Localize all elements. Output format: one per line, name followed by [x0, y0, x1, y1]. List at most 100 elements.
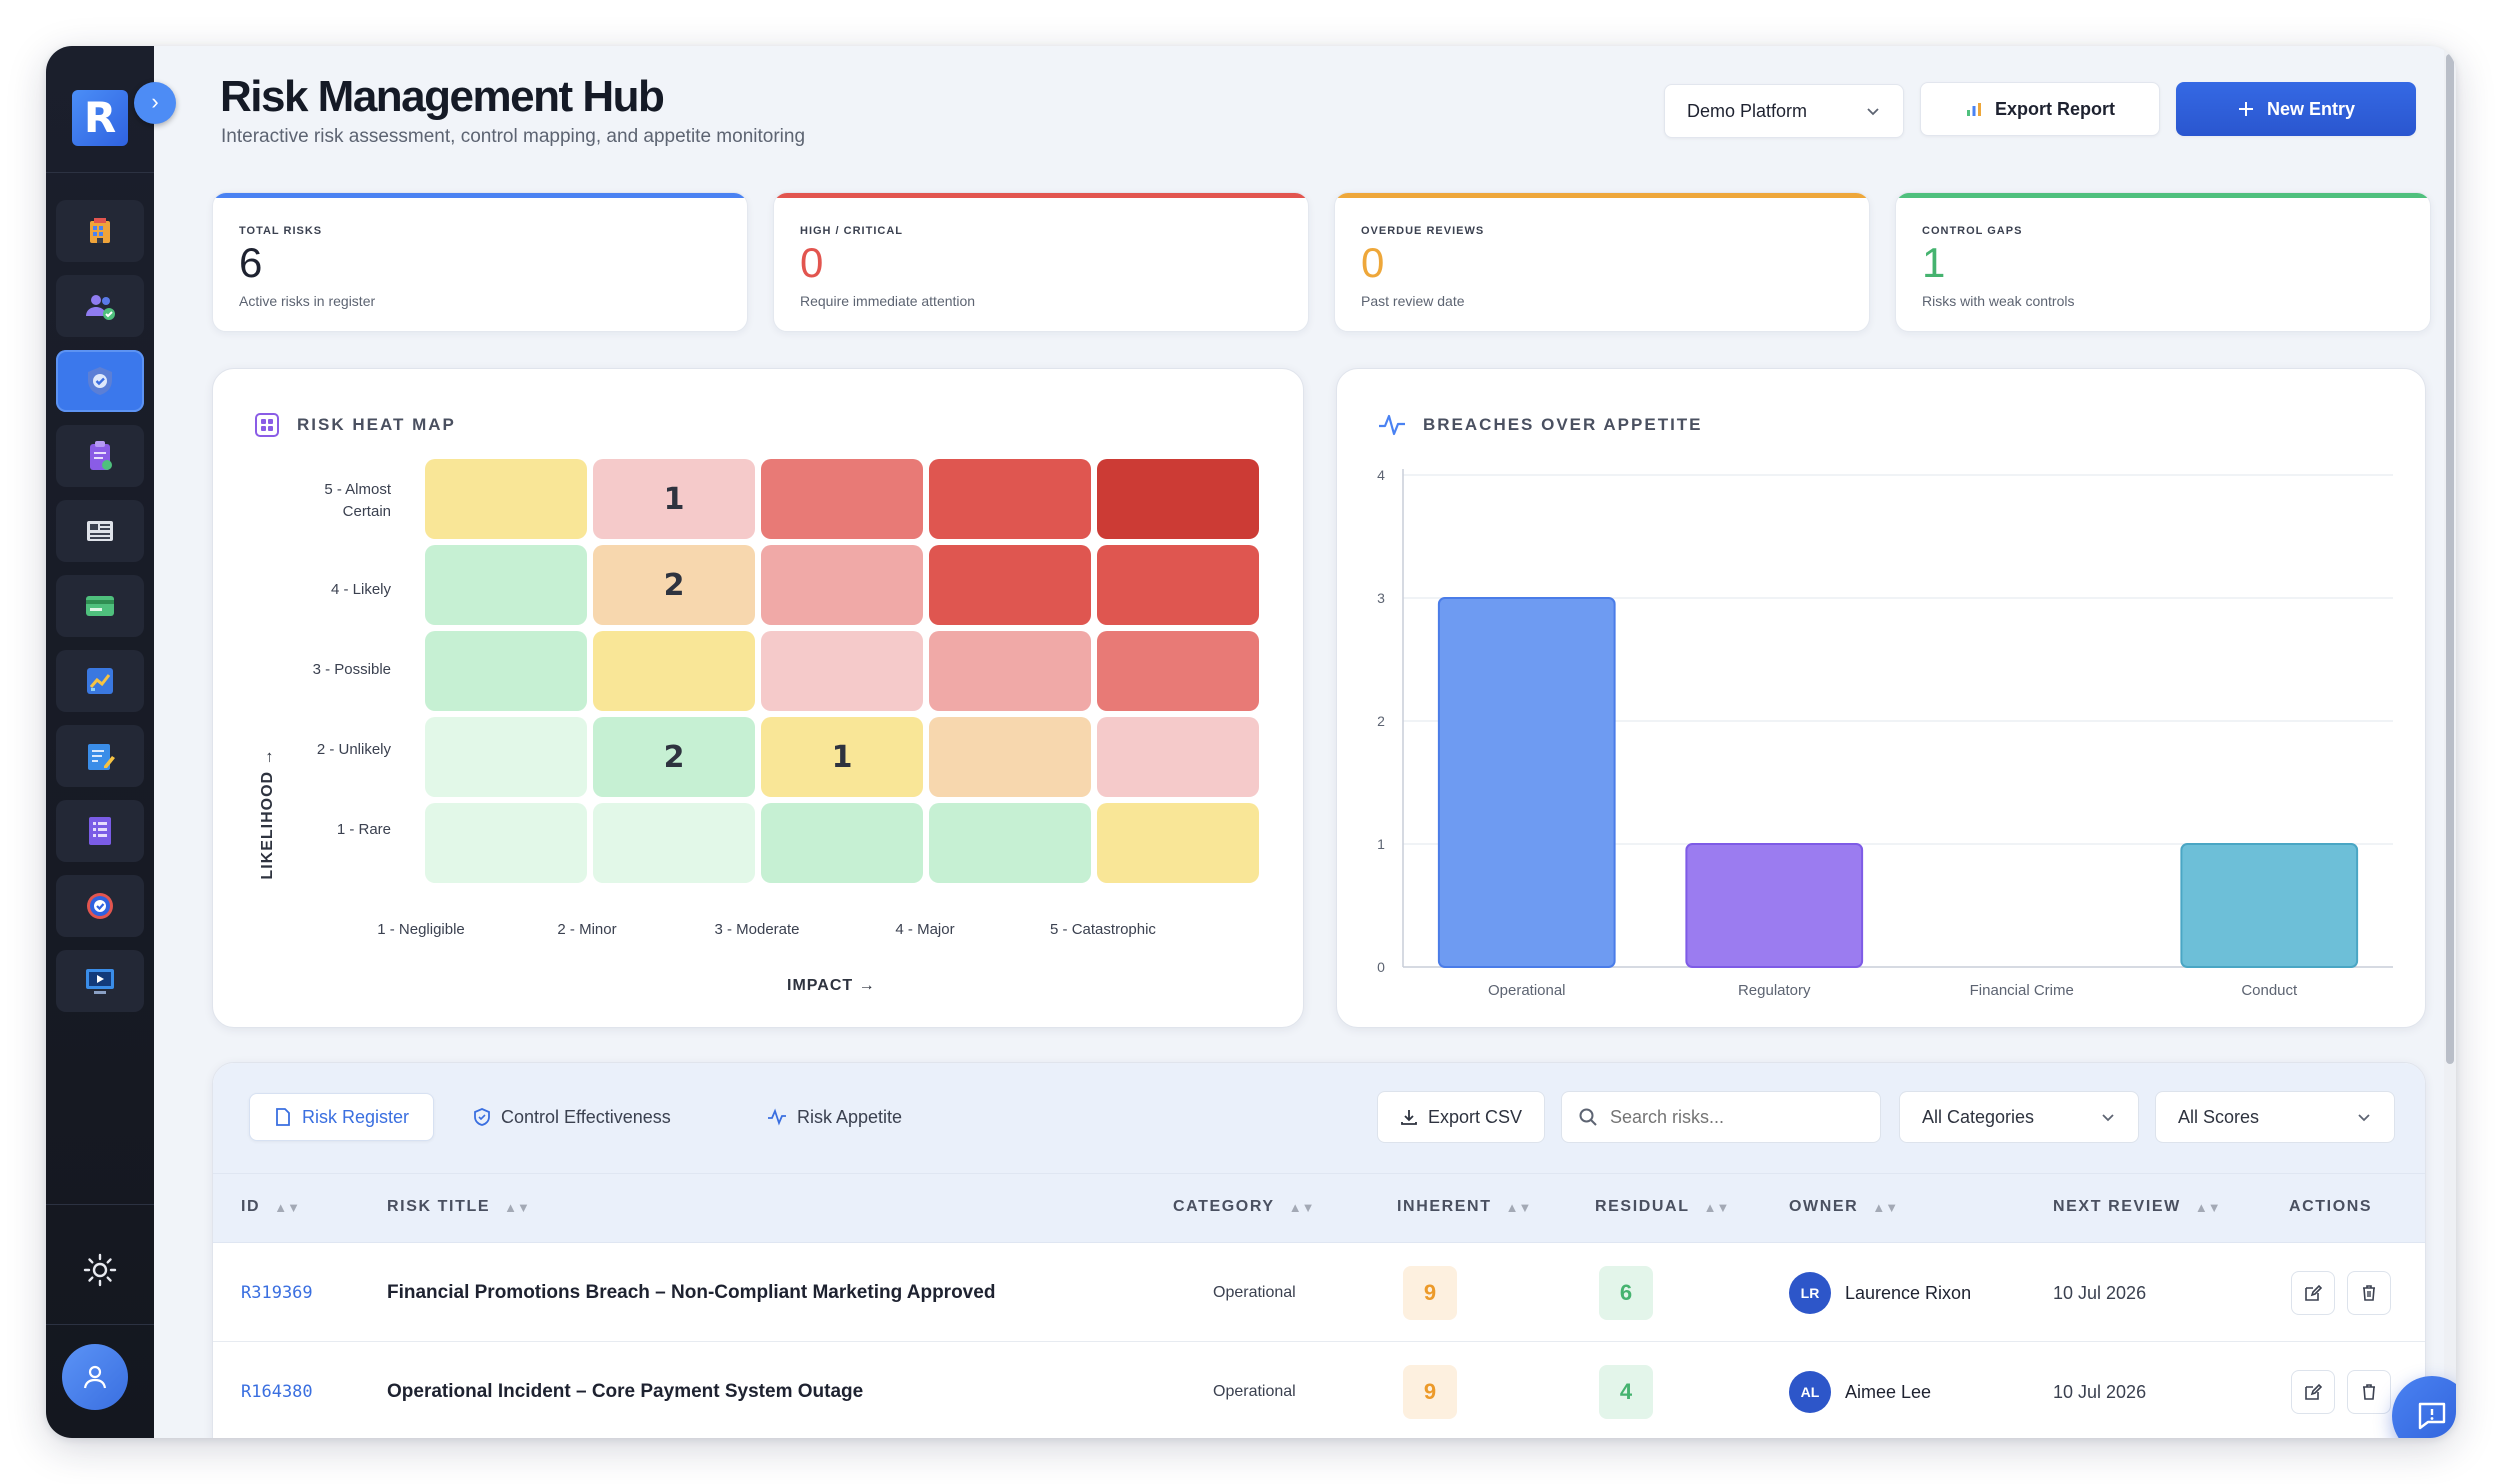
- impact-axis-label: IMPACT →: [787, 977, 876, 994]
- y-tick-label: 1: [1377, 836, 1385, 852]
- sidebar-divider: [46, 1324, 154, 1325]
- heat-map-cell[interactable]: [1097, 803, 1259, 883]
- column-header-next-review[interactable]: NEXT REVIEW ▲▼: [2053, 1198, 2221, 1216]
- sidebar-item-documents[interactable]: [56, 725, 144, 787]
- heat-map-cell[interactable]: [1097, 545, 1259, 625]
- sidebar-item-objectives[interactable]: [56, 875, 144, 937]
- heat-map-cell[interactable]: [1097, 717, 1259, 797]
- breaches-title: BREACHES OVER APPETITE: [1423, 415, 1703, 434]
- risk-title: Operational Incident – Core Payment Syst…: [387, 1381, 864, 1402]
- category-filter-select[interactable]: All Categories: [1899, 1091, 2139, 1143]
- app-logo[interactable]: R: [72, 90, 128, 146]
- scrollbar-track[interactable]: [2444, 46, 2456, 1438]
- column-header-residual[interactable]: RESIDUAL ▲▼: [1595, 1198, 1729, 1216]
- score-filter-select[interactable]: All Scores: [2155, 1091, 2395, 1143]
- heat-map-cell[interactable]: [929, 717, 1091, 797]
- heat-map-cell[interactable]: [929, 459, 1091, 539]
- column-header-id[interactable]: ID ▲▼: [241, 1198, 300, 1216]
- x-tick-label: Conduct: [2241, 982, 2298, 999]
- heat-map-cell[interactable]: 1: [593, 459, 755, 539]
- sidebar-item-organisation[interactable]: [56, 200, 144, 262]
- sidebar-collapse-button[interactable]: ›: [134, 82, 176, 124]
- heat-map-cell[interactable]: [761, 631, 923, 711]
- monitor-play-icon: [86, 969, 114, 994]
- sidebar-item-compliance[interactable]: [56, 425, 144, 487]
- scrollbar-thumb[interactable]: [2446, 54, 2454, 1064]
- sidebar-item-cards[interactable]: [56, 575, 144, 637]
- sidebar-item-risk[interactable]: [56, 350, 144, 412]
- residual-score-badge: 6: [1599, 1266, 1653, 1320]
- delete-button[interactable]: [2347, 1271, 2391, 1315]
- heat-map-cell[interactable]: [425, 545, 587, 625]
- heat-map-cell[interactable]: [593, 631, 755, 711]
- risk-register-panel: Risk Register Control Effectiveness Risk…: [212, 1062, 2426, 1438]
- sidebar-item-people[interactable]: [56, 275, 144, 337]
- heat-map-col-label: 2 - Minor: [557, 921, 617, 938]
- users-check-icon: [86, 295, 115, 320]
- sidebar-item-policies[interactable]: [56, 800, 144, 862]
- sort-icon: ▲▼: [1703, 1199, 1730, 1215]
- user-avatar-button[interactable]: [62, 1344, 128, 1410]
- heat-map-cell[interactable]: [761, 545, 923, 625]
- heat-map-row-label: 3 - Possible: [312, 661, 391, 678]
- stat-card-accent: [213, 193, 747, 198]
- column-header-owner[interactable]: OWNER ▲▼: [1789, 1198, 1898, 1216]
- heat-map-cell[interactable]: [929, 631, 1091, 711]
- heat-map-cell[interactable]: [425, 631, 587, 711]
- heat-map-cell[interactable]: [929, 545, 1091, 625]
- table-row[interactable]: R319369 Financial Promotions Breach – No…: [213, 1244, 2425, 1342]
- search-input[interactable]: [1610, 1106, 1860, 1128]
- document-icon: [276, 1108, 290, 1126]
- trash-icon: [2363, 1384, 2375, 1400]
- edit-button[interactable]: [2291, 1271, 2335, 1315]
- chevron-right-icon: ›: [151, 89, 159, 114]
- heat-map-cell[interactable]: [761, 803, 923, 883]
- export-report-button[interactable]: Export Report: [1920, 82, 2160, 136]
- risk-id-link[interactable]: R319369: [241, 1283, 313, 1303]
- residual-score-badge: 4: [1599, 1365, 1653, 1419]
- theme-toggle-button[interactable]: [56, 1239, 144, 1301]
- tab-risk-appetite[interactable]: Risk Appetite: [743, 1093, 926, 1141]
- activity-icon: [768, 1108, 786, 1126]
- heat-map-cell[interactable]: [1097, 459, 1259, 539]
- platform-select[interactable]: Demo Platform: [1664, 84, 1904, 138]
- heat-map-cell[interactable]: [425, 459, 587, 539]
- edit-icon: [2305, 1383, 2323, 1400]
- table-row[interactable]: R164380 Operational Incident – Core Paym…: [213, 1343, 2425, 1438]
- heat-map-cell[interactable]: [425, 717, 587, 797]
- heat-map-cell[interactable]: 1: [761, 717, 923, 797]
- heat-map-cell[interactable]: 2: [593, 545, 755, 625]
- column-header-category[interactable]: CATEGORY ▲▼: [1173, 1198, 1314, 1216]
- owner-name: Aimee Lee: [1845, 1381, 1932, 1402]
- sidebar-item-training[interactable]: [56, 950, 144, 1012]
- next-review-date: 10 Jul 2026: [2053, 1381, 2147, 1402]
- tab-control-effectiveness[interactable]: Control Effectiveness: [449, 1093, 695, 1141]
- heat-map-cell[interactable]: 2: [593, 717, 755, 797]
- x-tick-label: Regulatory: [1738, 982, 1811, 999]
- heat-map-cell[interactable]: [929, 803, 1091, 883]
- export-csv-button[interactable]: Export CSV: [1377, 1091, 1545, 1143]
- heat-map-cell[interactable]: [761, 459, 923, 539]
- page-subtitle: Interactive risk assessment, control map…: [221, 126, 806, 147]
- sidebar-item-analytics[interactable]: [56, 650, 144, 712]
- heat-map-cell[interactable]: [593, 803, 755, 883]
- column-header-inherent[interactable]: INHERENT ▲▼: [1397, 1198, 1531, 1216]
- search-box: [1561, 1091, 1881, 1143]
- tab-label: Risk Register: [302, 1106, 410, 1127]
- tab-risk-register[interactable]: Risk Register: [249, 1093, 435, 1141]
- column-header-risk-title[interactable]: RISK TITLE ▲▼: [387, 1198, 530, 1216]
- heat-map-cell[interactable]: [1097, 631, 1259, 711]
- bar-conduct: [2180, 843, 2359, 968]
- heat-map-cell[interactable]: [425, 803, 587, 883]
- y-tick-label: 3: [1377, 590, 1385, 606]
- new-entry-button[interactable]: New Entry: [2176, 82, 2416, 136]
- edit-button[interactable]: [2291, 1370, 2335, 1414]
- sort-icon: ▲▼: [274, 1199, 300, 1215]
- stat-label: HIGH / CRITICAL: [800, 225, 903, 237]
- risk-id-link[interactable]: R164380: [241, 1382, 313, 1402]
- sidebar-divider: [46, 1204, 154, 1205]
- sidebar-item-news[interactable]: [56, 500, 144, 562]
- delete-button[interactable]: [2347, 1370, 2391, 1414]
- score-filter-value: All Scores: [2178, 1106, 2260, 1127]
